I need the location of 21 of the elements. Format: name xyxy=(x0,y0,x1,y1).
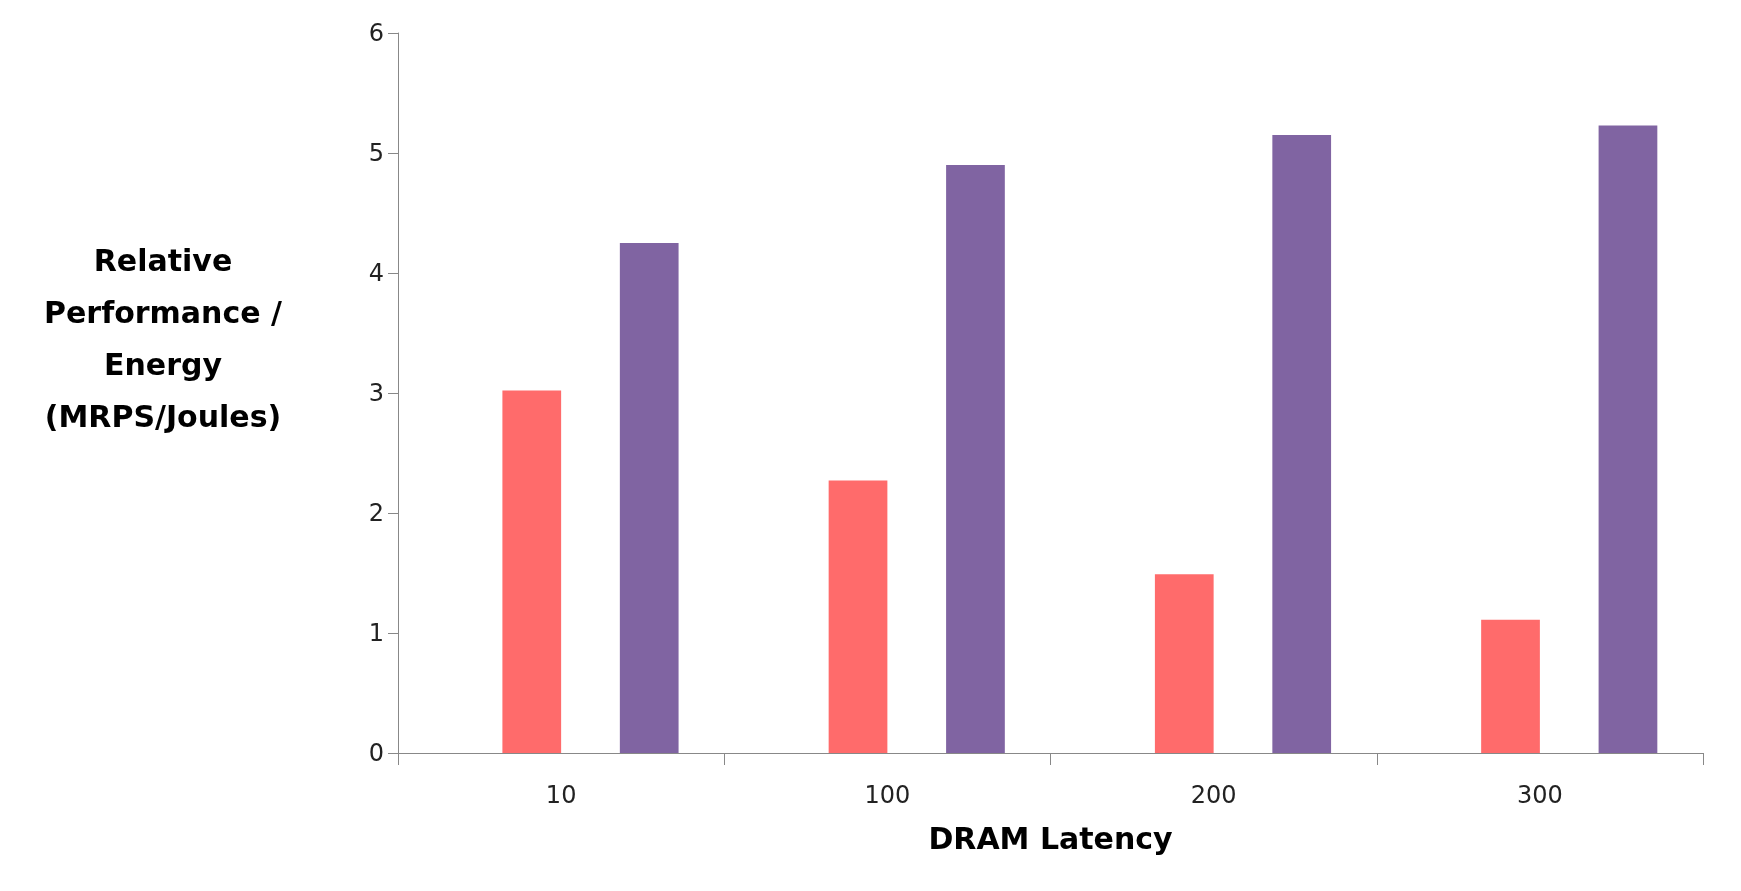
y-tick-label: 1 xyxy=(368,619,384,647)
y-tick-label: 3 xyxy=(368,379,384,407)
x-tick-label: 10 xyxy=(545,781,577,809)
y-tick-label: 5 xyxy=(368,139,384,167)
bar xyxy=(1272,135,1332,753)
y-tick-label: 6 xyxy=(368,19,384,47)
x-tick-label: 100 xyxy=(864,781,911,809)
y-tick-label: 2 xyxy=(368,499,384,527)
y-tick-label: 4 xyxy=(368,259,384,287)
bar xyxy=(1481,619,1540,753)
bar xyxy=(946,165,1005,753)
x-tick-label: 300 xyxy=(1516,781,1563,809)
bar xyxy=(828,480,888,753)
bar xyxy=(1598,125,1658,753)
bar xyxy=(1154,574,1214,753)
x-tick-label: 200 xyxy=(1190,781,1237,809)
bar xyxy=(619,243,679,753)
y-axis-title: Relative Performance / Energy (MRPS/Joules) xyxy=(44,242,283,434)
bar xyxy=(502,390,562,753)
x-axis-title: DRAM Latency xyxy=(928,820,1174,856)
y-tick-label: 0 xyxy=(368,739,384,767)
